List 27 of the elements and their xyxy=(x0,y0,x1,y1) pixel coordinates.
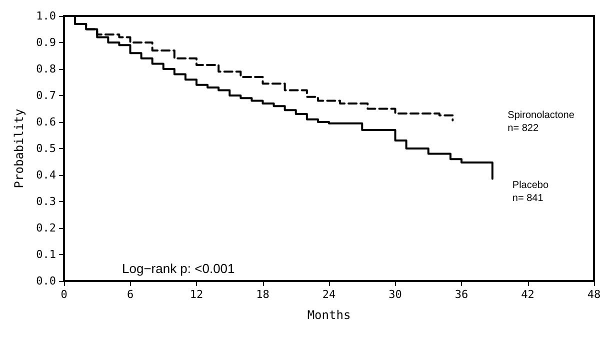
x-axis-title: Months xyxy=(307,308,351,322)
annotation: n= 841 xyxy=(512,193,544,204)
y-tick-label: 0.5 xyxy=(36,142,56,155)
x-tick-label: 18 xyxy=(256,288,270,301)
y-tick-label: 0.6 xyxy=(36,116,56,128)
text: Placebo xyxy=(512,180,549,192)
y-tick-label: 0.0 xyxy=(36,274,56,288)
y-tick-label: 0.2 xyxy=(36,222,56,234)
x-tick-label: 0 xyxy=(60,288,68,301)
x-tick-label: 12 xyxy=(190,288,204,301)
x-tick-label: 36 xyxy=(454,288,468,301)
y-tick-label: 0.7 xyxy=(36,89,56,102)
x-tick-label: 6 xyxy=(126,288,134,301)
y-tick-label: 0.3 xyxy=(36,195,56,208)
y-tick-label: 1.0 xyxy=(36,10,56,22)
x-tick-label: 42 xyxy=(521,288,534,301)
text: Spironolactone xyxy=(508,110,575,121)
x-tick-label: 48 xyxy=(587,288,601,301)
y-tick-label: 0.4 xyxy=(36,168,56,182)
annotation: n= 822 xyxy=(508,122,539,134)
y-axis-title: Probability xyxy=(12,108,26,188)
x-tick-label: 24 xyxy=(322,288,336,301)
x-tick-label: 30 xyxy=(388,288,402,301)
y-tick-label: 0.1 xyxy=(36,248,56,261)
y-tick-label: 0.9 xyxy=(36,36,56,49)
y-tick-label: 0.8 xyxy=(36,62,56,76)
annotation: Log−rank p: <0.001 xyxy=(122,261,235,276)
